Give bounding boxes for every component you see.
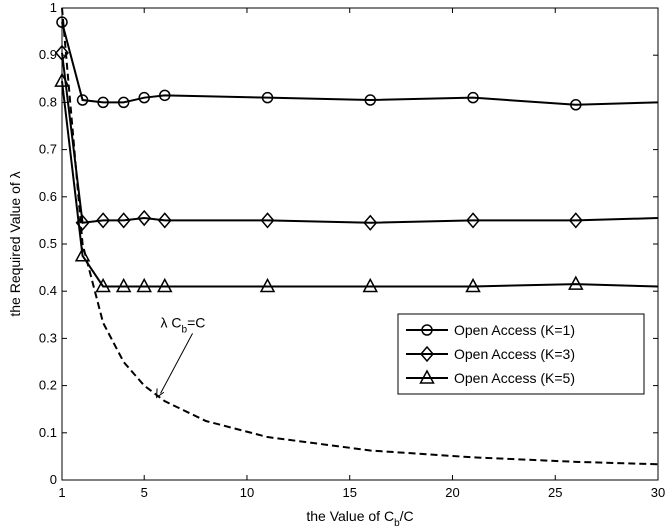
y-tick-label: 0.4: [39, 283, 57, 298]
legend: Open Access (K=1) Open Access (K=3) Open A…: [398, 314, 644, 394]
y-tick-label: 0.2: [39, 378, 57, 393]
legend-label: Open Access (K=1): [454, 322, 575, 338]
legend-label: Open Access (K=5): [454, 370, 575, 386]
y-tick-label: 0.9: [39, 47, 57, 62]
x-tick-label: 30: [651, 485, 665, 500]
x-tick-label: 5: [141, 485, 148, 500]
y-axis-label: the Required Value of λ: [7, 171, 23, 316]
y-tick-label: 0.3: [39, 330, 57, 345]
x-tick-label: 1: [58, 485, 65, 500]
y-tick-label: 0: [50, 472, 57, 487]
y-tick-label: 0.8: [39, 94, 57, 109]
y-tick-label: 0.6: [39, 189, 57, 204]
x-tick-label: 20: [445, 485, 459, 500]
plot-area: [62, 8, 658, 480]
y-tick-label: 0.1: [39, 425, 57, 440]
y-tick-label: 1: [50, 0, 57, 15]
y-tick-label: 0.5: [39, 236, 57, 251]
x-tick-label: 15: [342, 485, 356, 500]
y-tick-label: 0.7: [39, 142, 57, 157]
x-tick-label: 10: [240, 485, 254, 500]
legend-label: Open Access (K=3): [454, 346, 575, 362]
x-tick-label: 25: [548, 485, 562, 500]
